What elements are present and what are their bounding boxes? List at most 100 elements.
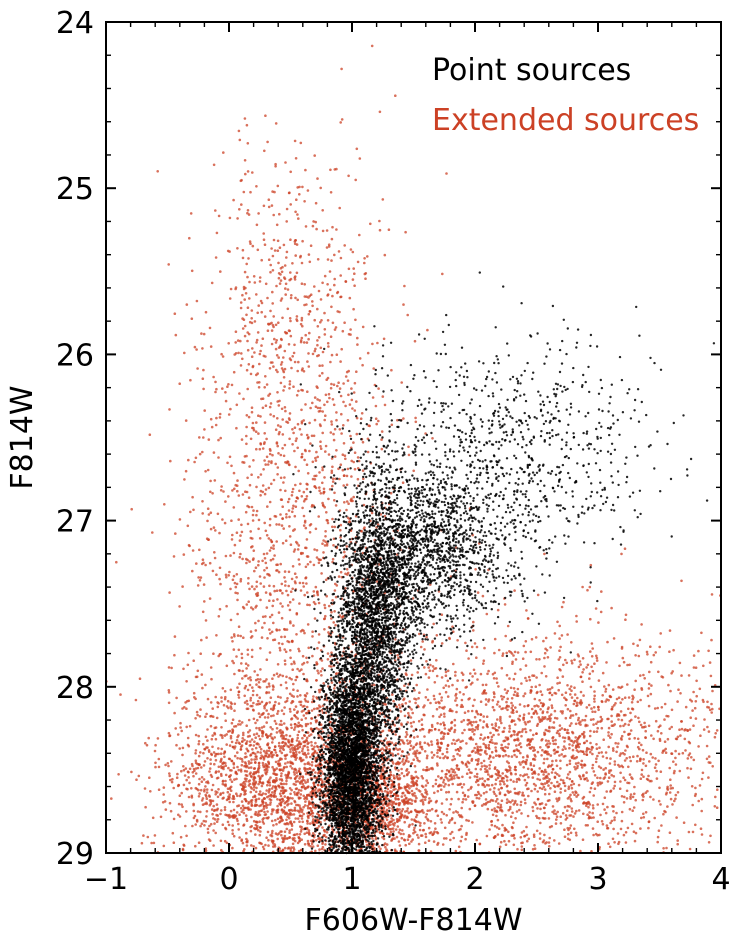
data-point: [277, 759, 280, 763]
data-point: [252, 689, 255, 693]
data-point: [489, 731, 492, 735]
data-point: [564, 658, 567, 662]
data-point: [528, 740, 532, 744]
data-point: [457, 813, 461, 817]
data-point: [623, 696, 627, 699]
data-point: [405, 801, 409, 805]
data-point: [297, 797, 301, 800]
data-point: [238, 813, 241, 816]
data-point: [571, 780, 574, 783]
data-point: [655, 777, 659, 780]
data-point: [479, 672, 483, 676]
data-point: [481, 777, 484, 780]
data-point: [572, 782, 576, 786]
data-point: [654, 719, 658, 723]
data-point: [479, 745, 482, 749]
data-point: [642, 673, 645, 677]
data-point: [549, 764, 553, 768]
data-point: [303, 843, 307, 846]
data-point: [221, 823, 225, 826]
data-point: [220, 747, 223, 751]
data-point: [300, 838, 304, 841]
data-point: [470, 709, 474, 713]
data-point: [683, 737, 687, 741]
data-point: [502, 730, 506, 733]
data-point: [571, 791, 575, 794]
data-point: [694, 717, 698, 720]
data-point: [206, 780, 210, 783]
data-point: [244, 779, 248, 783]
data-point: [664, 810, 667, 814]
data-point: [140, 841, 144, 845]
data-point: [257, 764, 261, 767]
data-point: [237, 734, 240, 737]
data-point: [208, 770, 211, 773]
data-point: [418, 824, 422, 827]
data-point: [507, 754, 510, 758]
data-point: [600, 820, 604, 823]
data-point: [288, 707, 292, 711]
data-point: [619, 710, 623, 713]
data-point: [535, 732, 538, 735]
data-point: [307, 831, 311, 834]
data-point: [604, 766, 607, 770]
data-point: [588, 790, 592, 794]
data-point: [302, 812, 306, 816]
data-point: [245, 724, 248, 727]
data-point: [221, 791, 225, 795]
data-point: [686, 729, 689, 732]
data-point: [271, 677, 274, 680]
data-point: [191, 824, 194, 828]
data-point: [491, 813, 495, 817]
data-point: [257, 734, 261, 738]
data-point: [280, 616, 284, 620]
data-point: [291, 748, 295, 752]
data-point: [257, 782, 260, 786]
data-point: [410, 762, 413, 766]
data-point: [254, 782, 257, 785]
data-point: [330, 681, 334, 684]
data-point: [250, 738, 254, 741]
data-point: [230, 707, 233, 710]
data-point: [229, 809, 233, 813]
data-point: [296, 736, 300, 740]
data-point: [293, 768, 296, 771]
data-point: [179, 721, 182, 725]
data-point: [484, 798, 488, 801]
data-point: [575, 791, 578, 794]
data-point: [570, 696, 574, 699]
data-point: [472, 749, 475, 753]
data-point: [197, 788, 200, 792]
data-point: [269, 752, 273, 755]
data-point: [581, 585, 584, 589]
data-point: [531, 776, 535, 779]
data-point: [273, 845, 277, 848]
data-point: [566, 684, 569, 687]
data-point: [512, 803, 516, 806]
data-point: [512, 821, 515, 824]
data-point: [318, 848, 321, 851]
data-point: [437, 728, 441, 732]
data-point: [439, 746, 442, 750]
data-point: [479, 768, 483, 771]
data-point: [417, 849, 421, 852]
data-point: [244, 799, 248, 803]
data-point: [533, 787, 537, 791]
data-point: [272, 779, 276, 782]
data-point: [247, 762, 251, 765]
data-point: [275, 754, 279, 757]
data-point: [663, 740, 667, 743]
data-point: [276, 709, 280, 713]
data-point: [558, 774, 561, 778]
data-point: [222, 703, 226, 707]
data-point: [528, 746, 532, 750]
data-point: [433, 681, 437, 684]
data-point: [613, 763, 617, 766]
data-point: [534, 784, 537, 787]
data-point: [266, 803, 270, 807]
data-point: [460, 806, 464, 810]
data-point: [673, 799, 676, 803]
data-point: [613, 816, 616, 819]
data-point: [299, 793, 303, 796]
data-point: [446, 669, 450, 673]
